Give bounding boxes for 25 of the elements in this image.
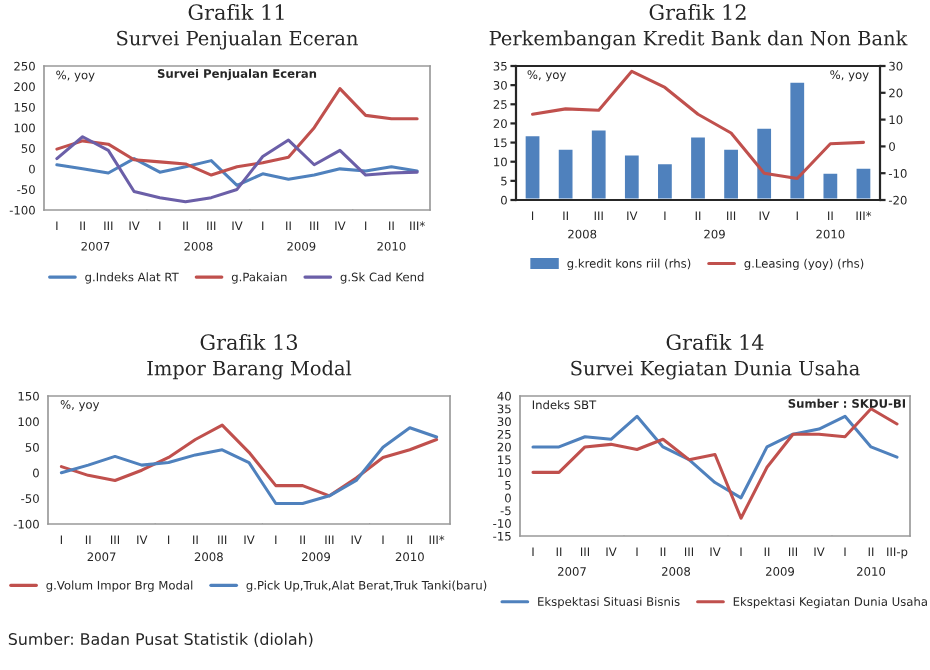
bar — [688, 134, 708, 200]
chart-subtitle: Survei Kegiatan Dunia Usaha — [571, 360, 860, 380]
chart-subtitle: Survei Penjualan Eceran — [117, 30, 358, 50]
bar — [522, 133, 543, 200]
chart-subtitle: Perkembangan Kredit Bank dan Non Bank — [489, 30, 908, 50]
bar — [853, 166, 874, 200]
chart-title: Grafik 14 — [666, 333, 764, 351]
chart-subtitle: Impor Barang Modal — [147, 360, 352, 380]
chart-title: Grafik 11 — [188, 3, 284, 21]
bar — [721, 146, 741, 200]
bar — [555, 146, 576, 200]
chart-title: Grafik 12 — [649, 3, 746, 21]
line-series — [55, 87, 419, 177]
line-series — [55, 157, 419, 187]
chart-title: Grafik 13 — [200, 333, 298, 351]
line-series — [531, 407, 899, 520]
bar — [589, 127, 609, 200]
bar — [820, 171, 841, 200]
bar — [787, 79, 807, 200]
bar — [754, 125, 774, 200]
line-series — [531, 414, 899, 500]
bar — [655, 161, 675, 200]
line-series — [531, 69, 865, 181]
bar — [622, 152, 642, 200]
line-series — [55, 135, 419, 204]
